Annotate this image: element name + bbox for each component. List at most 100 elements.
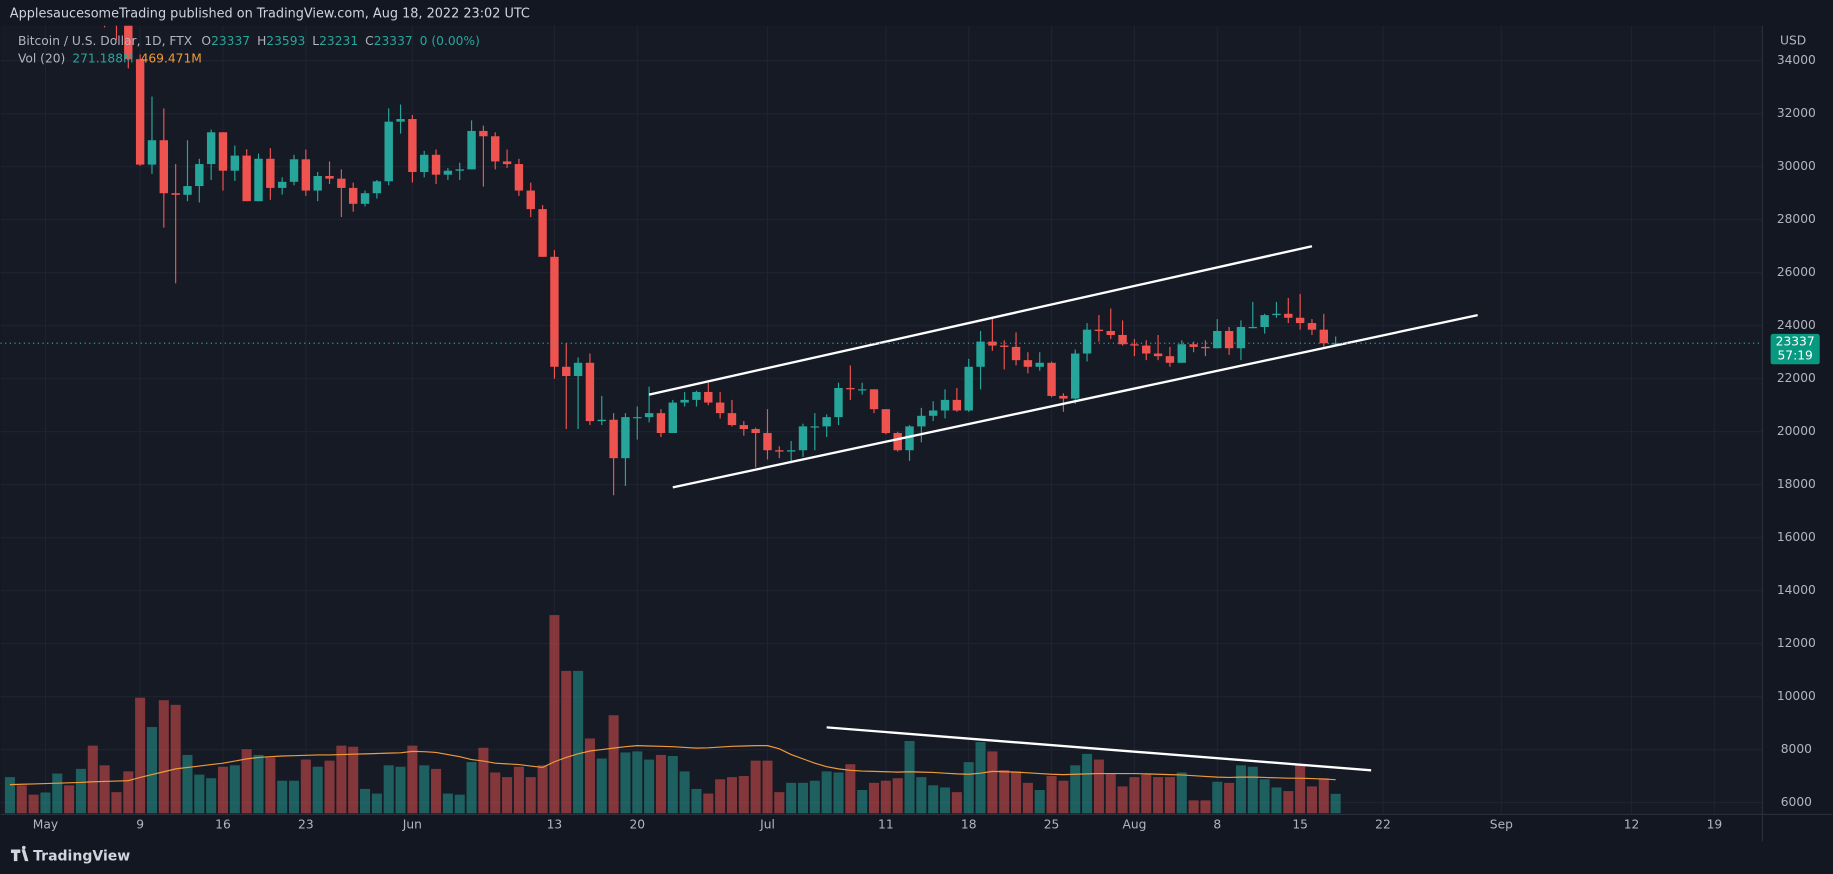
volume-bar [1058,780,1069,814]
last-price-label: 23337 [1776,335,1815,349]
candle-body [301,159,311,191]
volume-bar [478,747,489,814]
trendline [672,313,1478,489]
symbol-legend: Bitcoin / U.S. Dollar, 1D, FTX O23337 H235… [18,33,480,47]
volume-bar [300,759,311,814]
volume-bar [620,752,631,814]
candle-body [1035,362,1044,367]
currency: USD [1780,33,1806,47]
volume-bar [28,794,39,814]
volume-bar [573,670,584,814]
candle-body [455,169,464,171]
volume-bar [821,771,832,814]
candle-body [680,399,689,403]
volume-bar [1235,765,1246,814]
candle-body [396,119,405,122]
candle-body [1236,327,1246,349]
candle-body [763,433,772,451]
volume-bar [762,760,773,814]
y-tick-label: 28000 [1777,212,1816,226]
volume-bar [786,782,797,814]
volume-bar [1212,781,1223,814]
x-tick-label: 15 [1292,817,1308,831]
volume-bar [360,788,371,814]
volume-ma-line [9,745,1336,786]
candle-body [206,132,216,165]
volume-bar [963,762,974,814]
volume-bar [1082,753,1093,814]
volume-bar [1200,800,1211,814]
volume-bar [975,742,986,814]
volume-bar [40,792,51,814]
x-tick-label: 23 [298,817,314,831]
x-tick-label: 18 [961,817,977,831]
grid [0,25,1763,815]
brand-logo [10,845,29,862]
volume-bar [833,772,844,814]
ma-value: 469.471M [141,51,202,65]
volume-bar [667,756,678,814]
volume-bar [111,792,122,814]
candle-body [905,426,914,451]
volume-bar [644,759,655,814]
volume-bar [1093,759,1104,814]
volume-bar [951,792,962,814]
candle-body [834,387,843,418]
volume-bar [1105,773,1116,814]
volume-bar [194,774,205,814]
x-tick-label: 16 [215,817,231,831]
volume-bar [64,785,75,814]
candle-body [183,186,192,195]
volume-bar [916,777,927,814]
candle-body [550,256,559,367]
candle-body [313,175,322,191]
candle-body [964,366,973,411]
candle-body [1059,395,1068,399]
volume-bar [809,780,820,814]
volume-bar [987,751,998,814]
volume-value: 271.188M [72,51,133,65]
volume-bar [99,765,110,814]
candle-body [704,391,713,403]
y-tick-label: 8000 [1781,742,1812,756]
volume-bar [857,789,868,814]
candle-body [1295,317,1305,324]
change: 0 (0.00%) [420,33,480,47]
candle-body [715,402,725,414]
candle-body [135,59,145,165]
candle-body [739,425,749,430]
volume-bar [52,773,63,814]
trendline [648,245,1313,396]
volume-bar [1129,777,1140,814]
candle-body [573,362,583,377]
candle-body [1118,334,1127,345]
volume-bar [525,777,536,814]
candle-body [798,426,808,451]
volume-bar [655,754,666,814]
y-tick-label: 34000 [1777,53,1816,67]
candle-body [420,154,429,173]
x-tick-label: Jun [402,817,422,831]
candle-body [952,399,962,411]
candle-body [159,140,169,194]
volume-bar [182,754,193,814]
candle-body [1106,331,1115,335]
candle-body [585,362,595,422]
candle-body [1213,331,1222,349]
brand: TradingView [33,848,130,864]
volume-bar [395,766,406,814]
volume-bar [549,615,560,814]
x-tick-label: Jul [759,817,775,831]
candle-body [1130,344,1139,346]
y-tick-label: 6000 [1781,795,1812,809]
ohlc-label: H [257,33,266,47]
candle-body [822,417,831,427]
candle-body [254,158,263,202]
volume-bar [466,762,477,814]
volume-bar [513,766,524,814]
candle-body [171,193,180,195]
candle-body [491,136,500,162]
y-tick-label: 30000 [1777,159,1816,173]
candle-body [538,209,547,257]
